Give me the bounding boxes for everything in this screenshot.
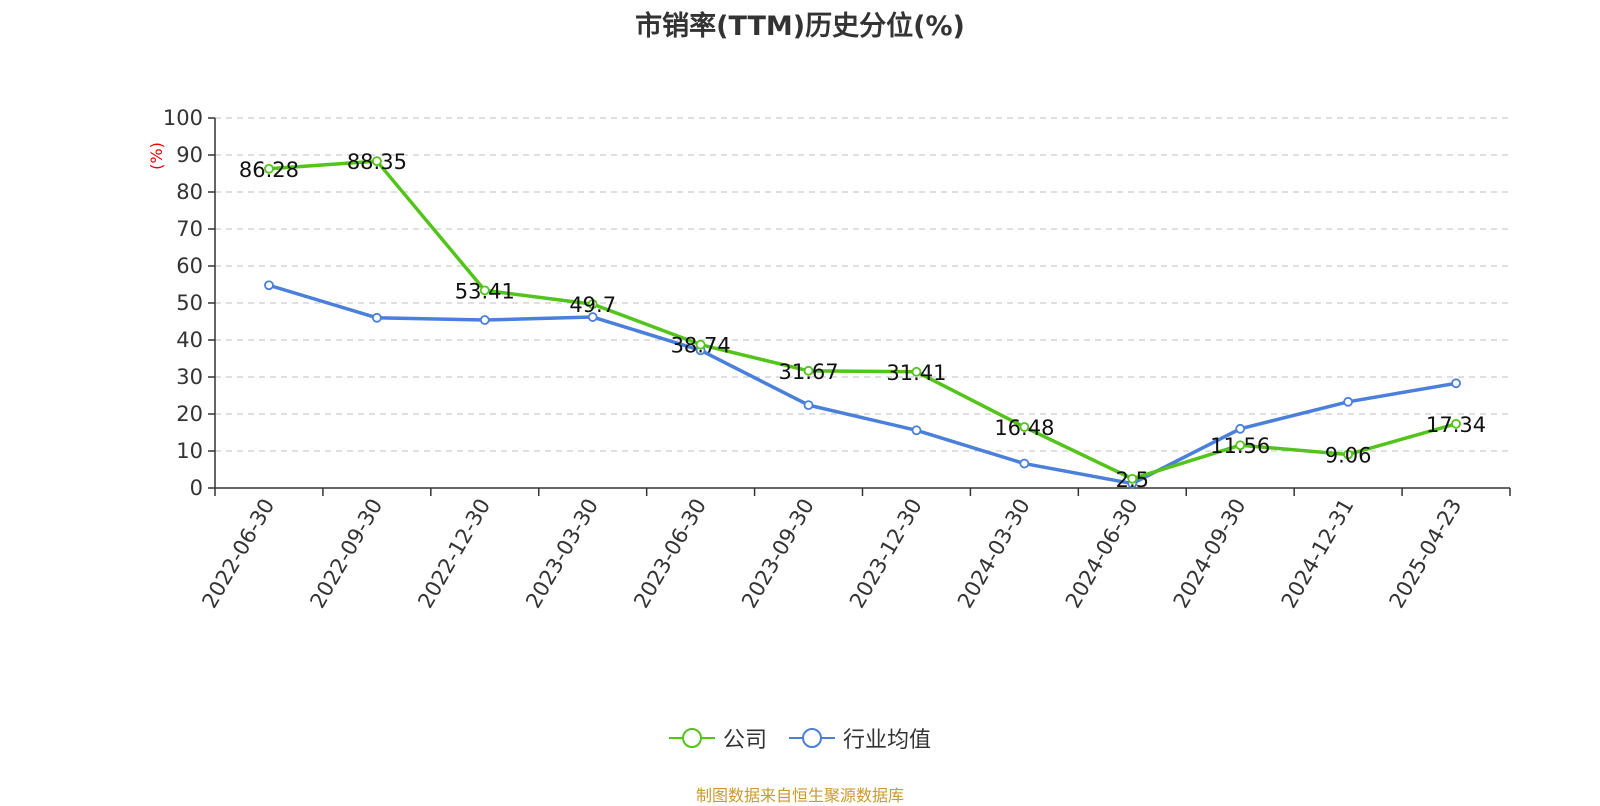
series-line-industry [268, 283, 1457, 486]
y-tick-label: 80 [176, 180, 203, 204]
y-axis-label: (%) [147, 142, 166, 170]
y-tick-label: 90 [176, 143, 203, 167]
x-tick-label: 2022-06-30 [197, 495, 279, 613]
data-point-company [695, 339, 706, 350]
legend-line-circle-icon [668, 728, 715, 748]
data-label: 17.34 [1426, 413, 1486, 437]
x-tick-label: 2022-09-30 [305, 495, 387, 613]
data-point-company [1343, 449, 1354, 460]
gridlines [215, 117, 1510, 452]
legend-label-industry: 行业均值 [843, 728, 932, 753]
data-label: 49.7 [569, 293, 616, 317]
data-point-company [803, 365, 814, 376]
legend: 公司 行业均值 [0, 722, 1600, 754]
x-tick-label: 2022-12-30 [413, 494, 495, 612]
chart-title: 市销率(TTM)历史分位(%) [635, 11, 965, 42]
data-point-industry [587, 312, 598, 322]
data-label: 31.41 [886, 361, 946, 385]
y-tick-label: 70 [176, 217, 203, 241]
data-label: 88.35 [347, 150, 407, 174]
data-point-company [264, 163, 274, 174]
data-point-company [1235, 440, 1246, 451]
y-tick-label: 60 [176, 254, 203, 278]
x-tick-label: 2024-03-30 [953, 495, 1035, 613]
data-point-industry [1019, 458, 1030, 469]
source-note: 制图数据来自恒生聚源数据库 [695, 786, 904, 805]
legend-item-company[interactable]: 公司 [668, 722, 767, 754]
legend-label-company: 公司 [722, 728, 767, 753]
series [264, 156, 1461, 489]
data-point-industry [371, 312, 382, 323]
data-point-industry [1343, 396, 1354, 407]
y-tick-label: 50 [176, 291, 203, 315]
y-tick-label: 40 [176, 328, 203, 352]
x-tick-label: 2023-12-30 [845, 494, 927, 612]
data-point-company [911, 366, 922, 377]
x-tick-label: 2025-04-23 [1385, 495, 1467, 613]
data-point-company [587, 299, 598, 310]
data-label: 53.41 [455, 279, 515, 303]
data-point-company [1451, 418, 1461, 429]
y-tick-label: 20 [176, 402, 203, 426]
x-tick-label: 2023-03-30 [521, 495, 603, 613]
data-point-company [479, 285, 490, 296]
data-point-company [1019, 422, 1030, 432]
data-point-industry [911, 425, 922, 436]
data-labels: 86.28 88.35 53.41 49.7 38.74 31.67 31.41 16.48 2… [239, 150, 1486, 492]
data-label: 86.28 [239, 158, 299, 182]
x-tick-label: 2024-12-31 [1277, 495, 1359, 613]
y-tick-label: 0 [190, 476, 203, 500]
data-point-industry [479, 315, 490, 325]
data-point-industry [1235, 423, 1246, 434]
data-label: 2.5 [1116, 468, 1149, 492]
y-tick-label: 10 [176, 439, 203, 463]
y-tick-label: 100 [163, 106, 203, 130]
y-tick-label: 30 [176, 365, 203, 389]
data-point-company [1127, 473, 1138, 484]
data-label: 11.56 [1210, 434, 1270, 458]
legend-item-industry[interactable]: 行业均值 [789, 722, 931, 754]
legend-line-circle-icon [789, 728, 835, 748]
data-label: 16.48 [994, 416, 1054, 440]
x-tick-label: 2024-06-30 [1061, 495, 1143, 613]
x-tick-label: 2023-06-30 [629, 495, 711, 613]
x-tick-label: 2024-09-30 [1169, 495, 1251, 613]
series-line-company [268, 159, 1457, 481]
data-point-industry [264, 280, 274, 291]
x-tick-label: 2023-09-30 [737, 495, 819, 613]
data-point-company [371, 156, 382, 167]
data-point-industry [1451, 378, 1461, 389]
data-label: 9.06 [1325, 443, 1372, 467]
data-label: 38.74 [671, 334, 731, 358]
data-point-industry [803, 400, 814, 411]
data-label: 31.67 [778, 360, 838, 384]
